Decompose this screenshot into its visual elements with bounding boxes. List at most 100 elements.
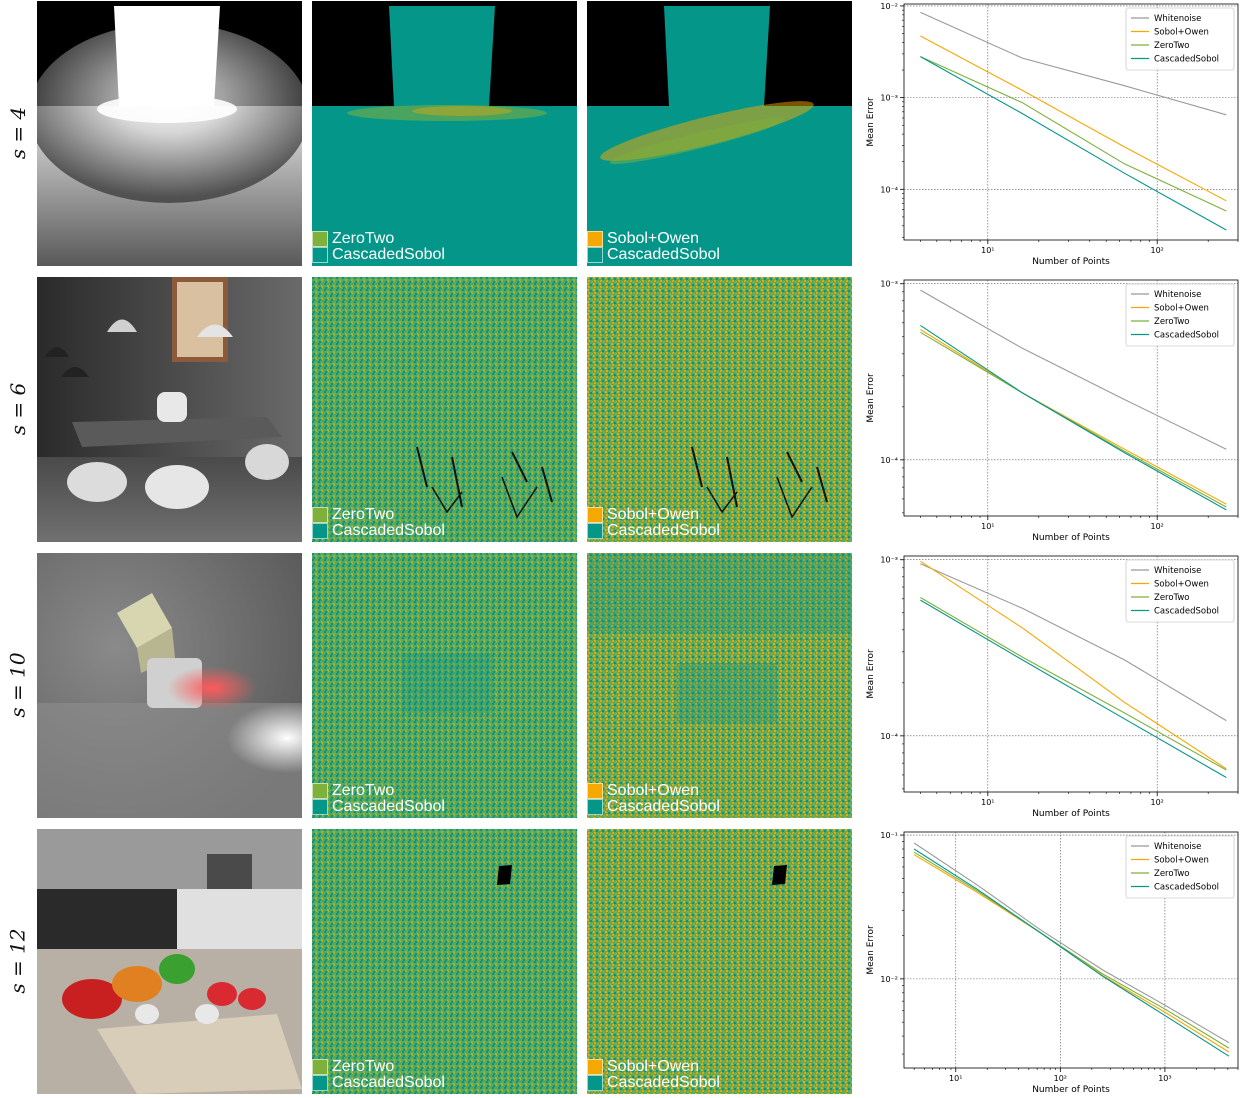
- render-image-3: [37, 553, 302, 818]
- y-tick-label: 10⁻³: [880, 94, 898, 103]
- series-line-cascadedsobol: [920, 56, 1227, 231]
- x-tick-label: 10¹: [981, 522, 994, 531]
- chart-svg: 10¹ 10² 10⁻⁴ 10⁻³ 10⁻² Number of Points Mean E…: [866, 2, 1239, 267]
- series-line-whitenoise: [913, 842, 1230, 1044]
- row-label-4: s = 12: [6, 928, 30, 994]
- legend-sobol-entry: Sobol+Owen: [587, 1059, 699, 1075]
- legend-cascaded-entry: CascadedSobol: [312, 799, 445, 815]
- legend-label: CascadedSobol: [1154, 883, 1219, 893]
- series-line-whitenoise: [920, 563, 1227, 722]
- legend-label: Whitenoise: [1154, 14, 1201, 24]
- y-tick-label: 10⁻²: [880, 2, 898, 11]
- series-line-whitenoise: [920, 289, 1227, 450]
- legend-label: CascadedSobol: [1154, 331, 1219, 341]
- legend-cascaded-entry: CascadedSobol: [587, 523, 720, 539]
- legend-label: Sobol+Owen: [1154, 856, 1209, 866]
- y-tick-label: 10⁻²: [880, 975, 898, 984]
- series-line-sobol-owen: [920, 35, 1227, 202]
- legend-label: Sobol+Owen: [1154, 28, 1209, 38]
- x-tick-label: 10³: [1158, 1074, 1171, 1083]
- row-label-1: s = 4: [6, 106, 30, 160]
- legend-label: Sobol+Owen: [1154, 304, 1209, 314]
- legend-label: CascadedSobol: [1154, 55, 1219, 65]
- legend-cascaded-entry: CascadedSobol: [312, 523, 445, 539]
- diff-map-sobol-2: Sobol+Owen CascadedSobol: [587, 277, 852, 542]
- y-axis-label: Mean Error: [866, 373, 876, 423]
- series-line-zerotwo: [920, 331, 1227, 508]
- error-chart-2: 10¹ 10² 10⁻⁴ 10⁻³ Number of Points Mean Error…: [862, 276, 1243, 543]
- legend-zerotwo-entry: ZeroTwo: [312, 1059, 394, 1075]
- y-axis-label: Mean Error: [866, 97, 876, 147]
- chart-svg: 10¹ 10² 10³ 10⁻² 10⁻¹ Number of Points Mean Er…: [866, 831, 1239, 1095]
- legend-zerotwo-entry: ZeroTwo: [312, 507, 394, 523]
- legend-box: [1125, 559, 1235, 623]
- x-tick-label: 10²: [1054, 1074, 1067, 1083]
- legend-sobol-entry: Sobol+Owen: [587, 783, 699, 799]
- legend-label: ZeroTwo: [1154, 869, 1190, 879]
- x-tick-label: 10²: [1150, 246, 1163, 255]
- series-line-cascadedsobol: [920, 599, 1227, 778]
- x-axis-label: Number of Points: [1032, 533, 1110, 542]
- chart-svg: 10¹ 10² 10⁻⁴ 10⁻³ Number of Points Mean Error…: [866, 279, 1239, 543]
- y-tick-label: 10⁻⁴: [880, 185, 898, 194]
- error-chart-3: 10¹ 10² 10⁻⁴ 10⁻³ Number of Points Mean Error…: [862, 552, 1243, 819]
- legend-label: Whitenoise: [1154, 290, 1201, 300]
- legend-label: ZeroTwo: [1154, 317, 1190, 327]
- legend-cascaded-entry: CascadedSobol: [587, 247, 720, 263]
- row-label-2: s = 6: [6, 382, 30, 436]
- y-axis-label: Mean Error: [866, 925, 876, 975]
- x-tick-label: 10¹: [949, 1074, 962, 1083]
- series-line-zerotwo: [920, 597, 1227, 771]
- legend-cascaded-entry: CascadedSobol: [312, 1075, 445, 1091]
- series-line-cascadedsobol: [920, 324, 1227, 511]
- diff-map-sobol-4: Sobol+Owen CascadedSobol: [587, 829, 852, 1094]
- legend-sobol-entry: Sobol+Owen: [587, 231, 699, 247]
- x-tick-label: 10¹: [981, 798, 994, 807]
- legend-box: [1125, 283, 1235, 347]
- error-chart-1: 10¹ 10² 10⁻⁴ 10⁻³ 10⁻² Number of Points Mean E…: [862, 0, 1243, 267]
- render-image-4: [37, 829, 302, 1094]
- legend-box: [1125, 7, 1235, 71]
- x-tick-label: 10²: [1150, 798, 1163, 807]
- y-tick-label: 10⁻⁴: [880, 456, 898, 465]
- legend-label: Whitenoise: [1154, 566, 1201, 576]
- series-line-cascadedsobol: [913, 848, 1230, 1057]
- legend-label: Whitenoise: [1154, 842, 1201, 852]
- legend-cascaded-entry: CascadedSobol: [587, 1075, 720, 1091]
- legend-sobol-entry: Sobol+Owen: [587, 507, 699, 523]
- y-tick-label: 10⁻³: [880, 556, 898, 565]
- legend-label: CascadedSobol: [1154, 607, 1219, 617]
- series-line-zerotwo: [920, 56, 1227, 212]
- legend-zerotwo-entry: ZeroTwo: [312, 231, 394, 247]
- y-axis-label: Mean Error: [866, 649, 876, 699]
- legend-label: ZeroTwo: [1154, 593, 1190, 603]
- diff-map-zerotwo-2: ZeroTwo CascadedSobol: [312, 277, 577, 542]
- error-chart-4: 10¹ 10² 10³ 10⁻² 10⁻¹ Number of Points Mean Er…: [862, 828, 1243, 1095]
- legend-label: ZeroTwo: [1154, 41, 1190, 51]
- row-label-3: s = 10: [6, 652, 30, 718]
- render-image-2: [37, 277, 302, 542]
- legend-cascaded-entry: CascadedSobol: [312, 247, 445, 263]
- y-tick-label: 10⁻⁴: [880, 732, 898, 741]
- legend-label: Sobol+Owen: [1154, 580, 1209, 590]
- legend-box: [1125, 835, 1235, 899]
- diff-map-sobol-3: Sobol+Owen CascadedSobol: [587, 553, 852, 818]
- series-line-sobol-owen: [920, 560, 1227, 770]
- diff-map-zerotwo-3: ZeroTwo CascadedSobol: [312, 553, 577, 818]
- diff-map-zerotwo-1: ZeroTwo CascadedSobol: [312, 1, 577, 266]
- x-axis-label: Number of Points: [1032, 257, 1110, 266]
- legend-zerotwo-entry: ZeroTwo: [312, 783, 394, 799]
- diff-map-sobol-1: Sobol+Owen CascadedSobol: [587, 1, 852, 266]
- x-axis-label: Number of Points: [1032, 1085, 1110, 1094]
- y-tick-label: 10⁻³: [880, 280, 898, 289]
- series-line-whitenoise: [920, 11, 1227, 116]
- x-tick-label: 10¹: [981, 246, 994, 255]
- series-line-zerotwo: [913, 851, 1230, 1049]
- series-line-sobol-owen: [920, 329, 1227, 505]
- x-tick-label: 10²: [1150, 522, 1163, 531]
- y-tick-label: 10⁻¹: [880, 831, 898, 840]
- x-axis-label: Number of Points: [1032, 809, 1110, 818]
- chart-svg: 10¹ 10² 10⁻⁴ 10⁻³ Number of Points Mean Error…: [866, 555, 1239, 819]
- legend-cascaded-entry: CascadedSobol: [587, 799, 720, 815]
- render-image-1: [37, 1, 302, 266]
